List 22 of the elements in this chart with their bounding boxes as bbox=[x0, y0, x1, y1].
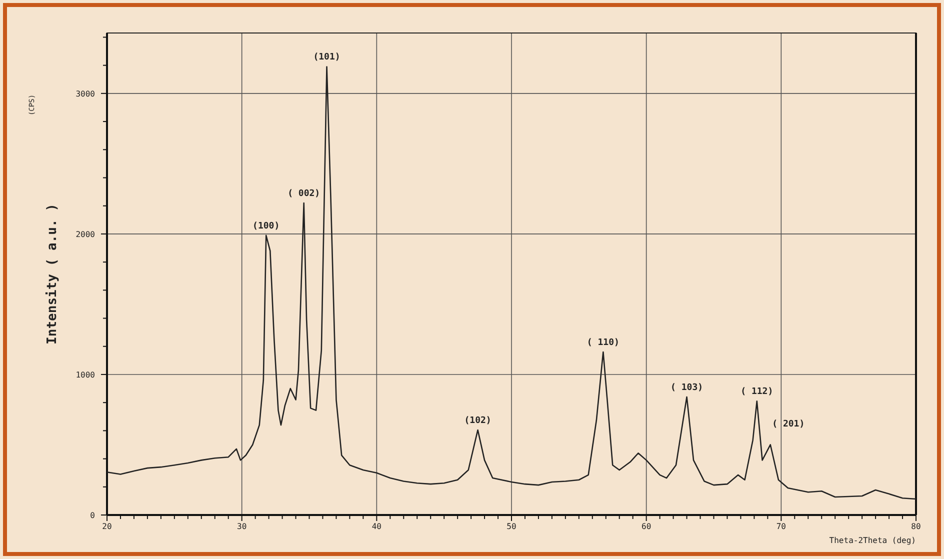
y-tick-label: 2000 bbox=[76, 230, 96, 239]
annotation: ( 103) bbox=[670, 382, 704, 393]
annotation: (100) bbox=[252, 221, 280, 232]
annotation: (102) bbox=[464, 416, 492, 426]
annotation: ( 110) bbox=[586, 338, 620, 348]
annotation: ( 002) bbox=[288, 189, 320, 200]
x-tick-label: 40 bbox=[372, 522, 382, 531]
y-axis-title: Intensity ( a.u. ) bbox=[45, 204, 60, 344]
annotation: ( 201) bbox=[772, 420, 805, 430]
annotation: ( 112) bbox=[740, 387, 774, 398]
x-tick-label: 30 bbox=[237, 522, 247, 531]
x-tick-label: 70 bbox=[776, 522, 786, 531]
line-series bbox=[106, 66, 917, 500]
x-axis-title: Theta-2Theta (deg) bbox=[829, 536, 916, 545]
x-tick-label: 20 bbox=[102, 522, 112, 531]
x-tick-label: 80 bbox=[911, 522, 921, 531]
x-tick-label: 50 bbox=[506, 522, 516, 531]
y-tick-label: 3000 bbox=[76, 89, 96, 98]
y-tick-label: 0 bbox=[90, 511, 96, 520]
x-tick-label: 60 bbox=[642, 522, 652, 531]
y-tick-label: 1000 bbox=[76, 370, 96, 380]
annotation: (101) bbox=[313, 52, 340, 63]
